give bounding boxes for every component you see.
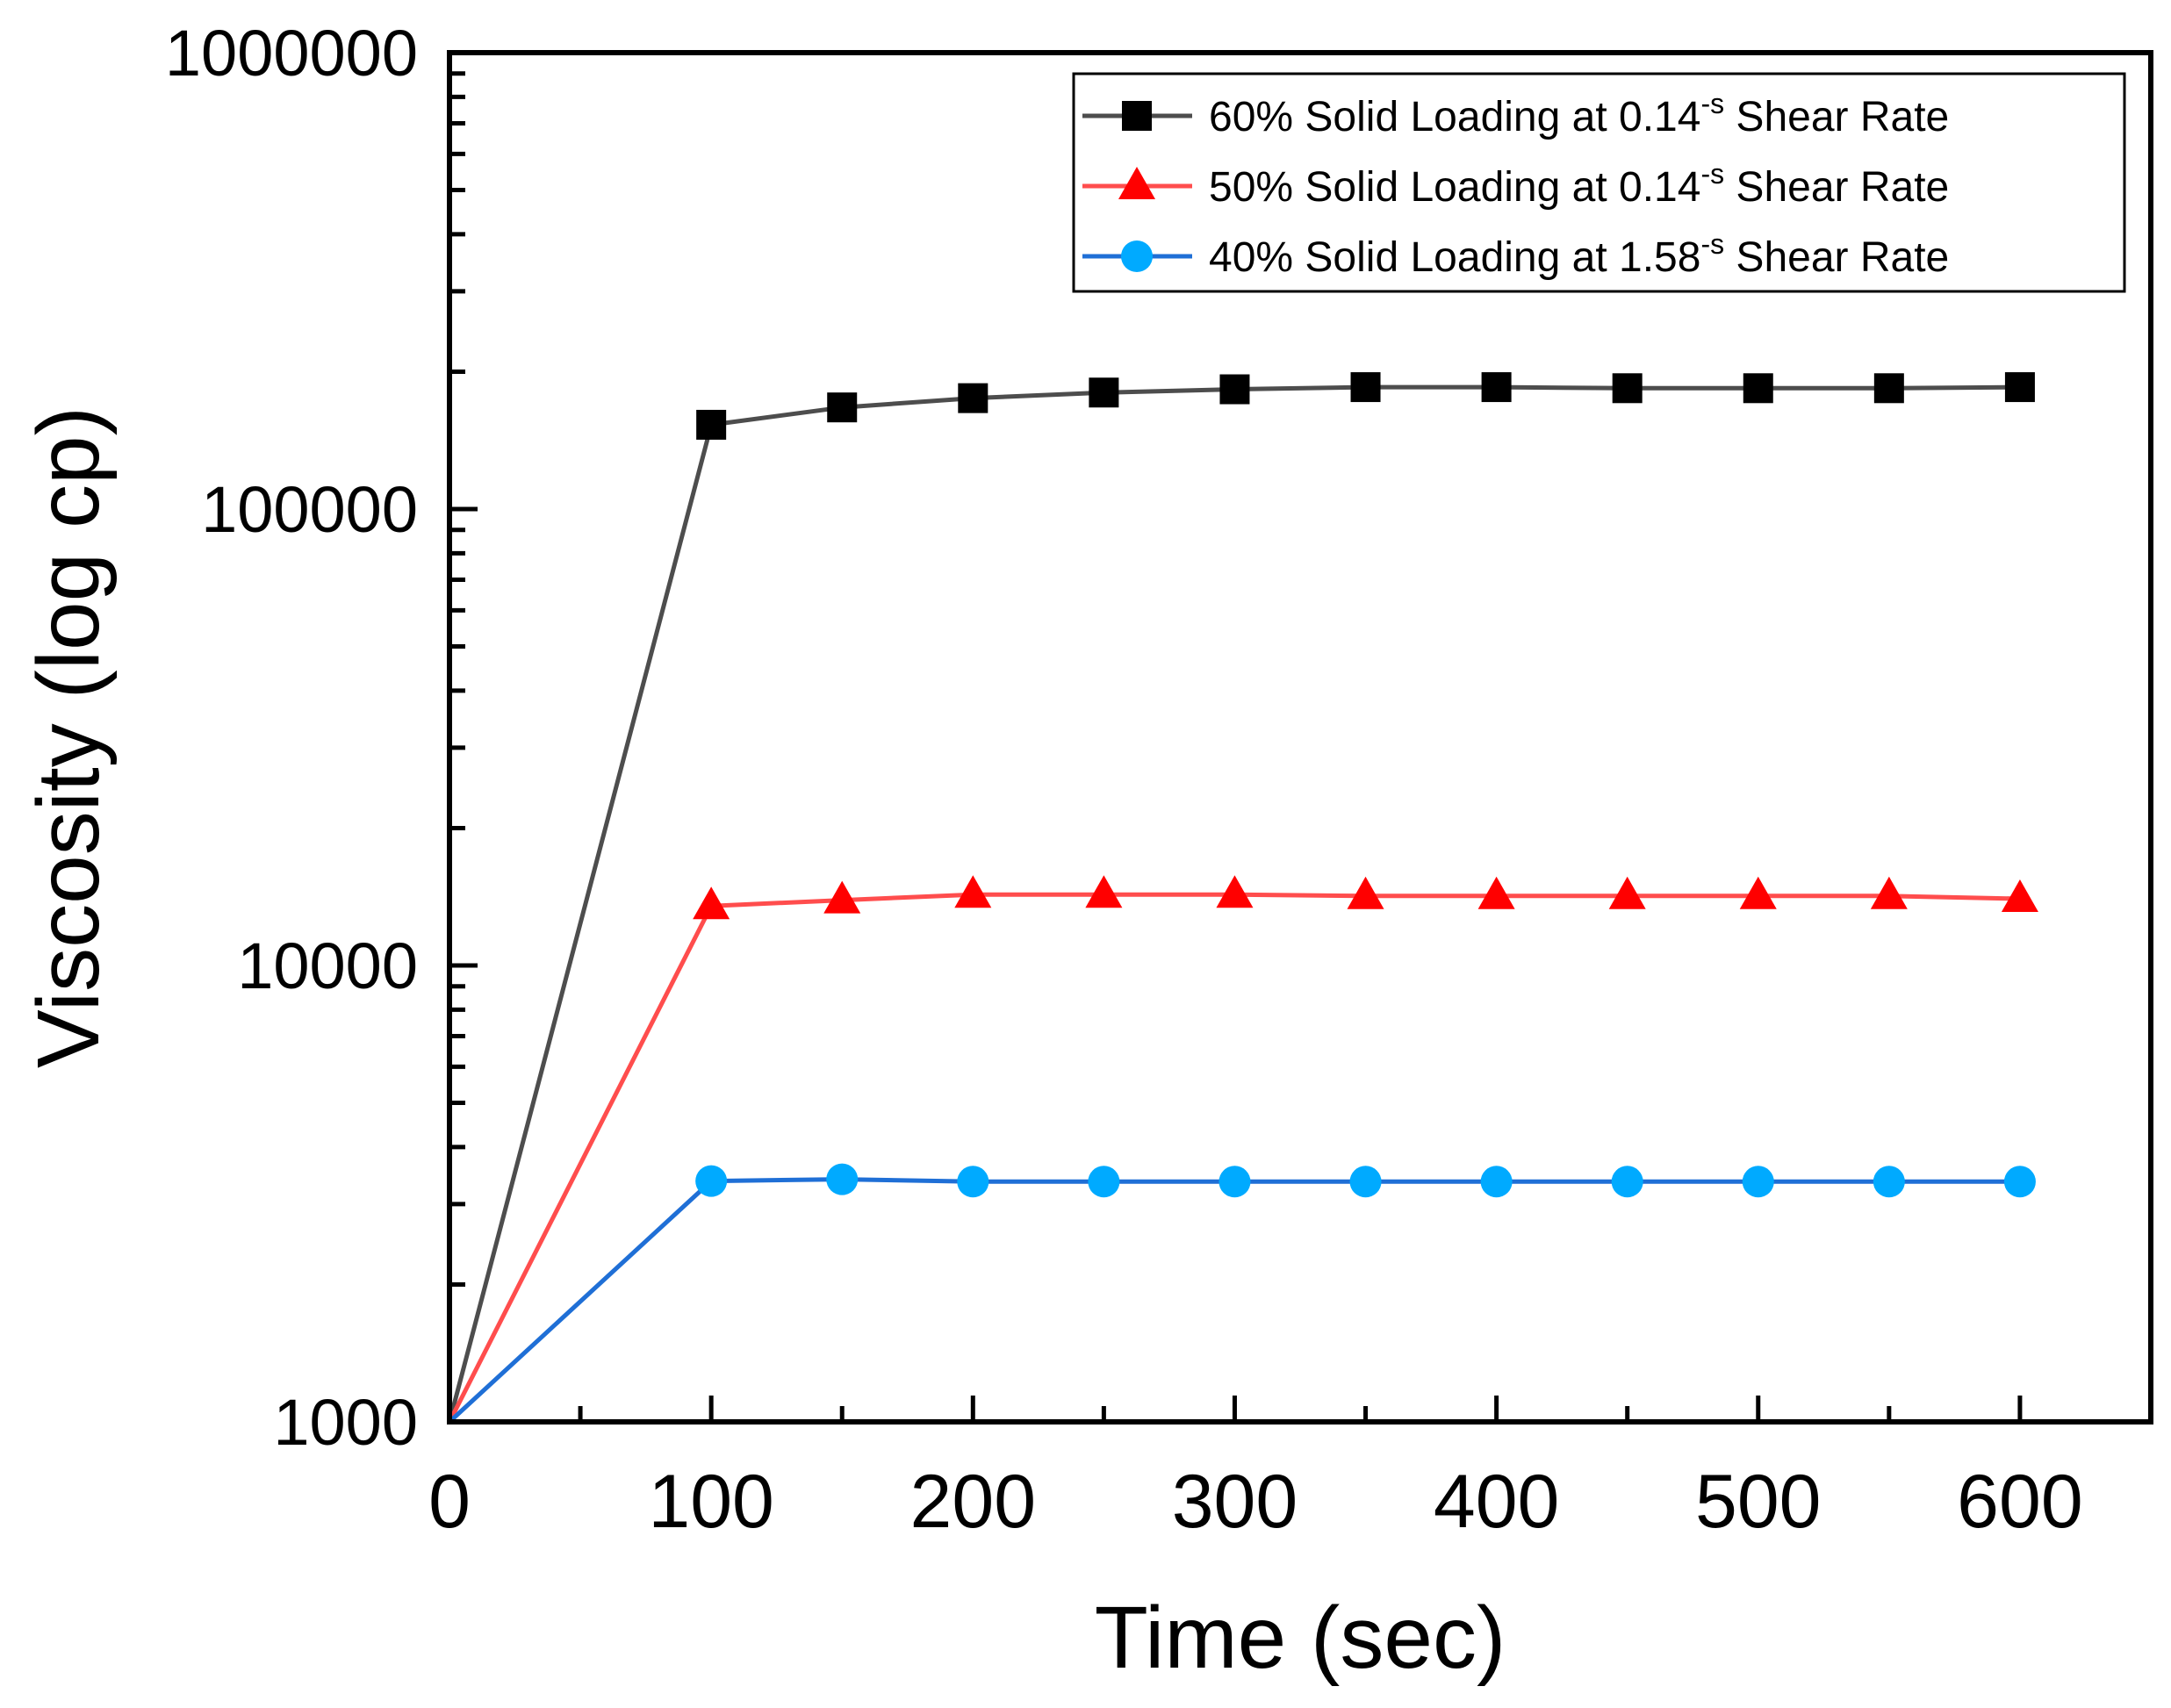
data-point: [954, 875, 992, 908]
data-point: [823, 880, 861, 914]
series-line: [448, 1177, 2020, 1424]
legend-marker: [1118, 167, 1155, 199]
legend-marker: [1121, 240, 1153, 272]
series-3: [448, 1163, 2036, 1424]
data-point: [1219, 374, 1250, 405]
legend-entry: 60% Solid Loading at 0.14-s Shear Rate: [1082, 88, 1949, 140]
series-2: [447, 875, 2038, 1424]
data-point: [957, 1166, 989, 1198]
x-tick-label: 200: [910, 1460, 1037, 1544]
data-point: [1611, 1166, 1643, 1198]
data-point: [958, 383, 988, 413]
data-point: [1739, 876, 1777, 909]
plot-frame: [447, 50, 2153, 1425]
series-line: [447, 892, 2020, 1424]
data-point: [695, 1165, 728, 1197]
plot-area: [447, 372, 2038, 1424]
x-tick-label: 0: [428, 1460, 471, 1544]
data-point: [1480, 1166, 1513, 1198]
x-tick-label: 400: [1434, 1460, 1560, 1544]
legend-label: 60% Solid Loading at 0.14-s Shear Rate: [1209, 88, 1949, 140]
axes: 0 100 200 300 400 500 600 1000 10000 100000 100000…: [165, 17, 2153, 1544]
data-point: [1481, 372, 1512, 403]
data-point: [1873, 373, 1904, 404]
series-line: [447, 384, 2020, 1423]
legend-box: [1072, 72, 2126, 293]
series-1: [447, 372, 2035, 1423]
data-point: [1089, 377, 1119, 408]
data-point: [2001, 879, 2038, 913]
data-point: [696, 409, 727, 440]
y-tick-label: 10000: [237, 929, 418, 1002]
x-tick-label: 100: [648, 1460, 774, 1544]
data-point: [1216, 875, 1254, 908]
y-tick-label: 100000: [201, 473, 418, 546]
legend-marker: [1122, 101, 1152, 131]
data-point: [1743, 373, 1773, 404]
data-point: [1742, 1166, 1774, 1198]
data-point: [1349, 1166, 1382, 1198]
legend-entry: 40% Solid Loading at 1.58-s Shear Rate: [1082, 228, 1949, 281]
legend-label: 40% Solid Loading at 1.58-s Shear Rate: [1209, 228, 1949, 281]
legend: 60% Solid Loading at 0.14-s Shear Rate 50…: [1072, 72, 2126, 293]
data-point: [1873, 1166, 1905, 1198]
legend-label: 50% Solid Loading at 0.14-s Shear Rate: [1209, 158, 1949, 211]
y-axis-title: Viscosity (log cp): [19, 406, 118, 1068]
data-point: [826, 1163, 859, 1195]
data-point: [1350, 372, 1381, 403]
x-tick-label: 600: [1957, 1460, 2083, 1544]
data-point: [693, 886, 730, 920]
x-axis-title: Time (sec): [1095, 1589, 1506, 1687]
data-point: [1218, 1166, 1251, 1198]
data-point: [1608, 876, 1646, 909]
data-point: [1477, 876, 1515, 909]
data-point: [1088, 1166, 1120, 1198]
data-point: [1870, 876, 1908, 909]
y-tick-label: 1000000: [165, 17, 418, 90]
x-tick-label: 300: [1172, 1460, 1298, 1544]
data-point: [1347, 876, 1384, 909]
data-point: [2003, 1166, 2036, 1198]
data-point: [827, 392, 858, 423]
data-point: [2004, 372, 2035, 403]
data-point: [1612, 373, 1643, 404]
x-tick-label: 500: [1695, 1460, 1822, 1544]
y-tick-label: 1000: [273, 1386, 418, 1459]
data-point: [1085, 875, 1123, 908]
legend-entry: 50% Solid Loading at 0.14-s Shear Rate: [1082, 158, 1949, 211]
